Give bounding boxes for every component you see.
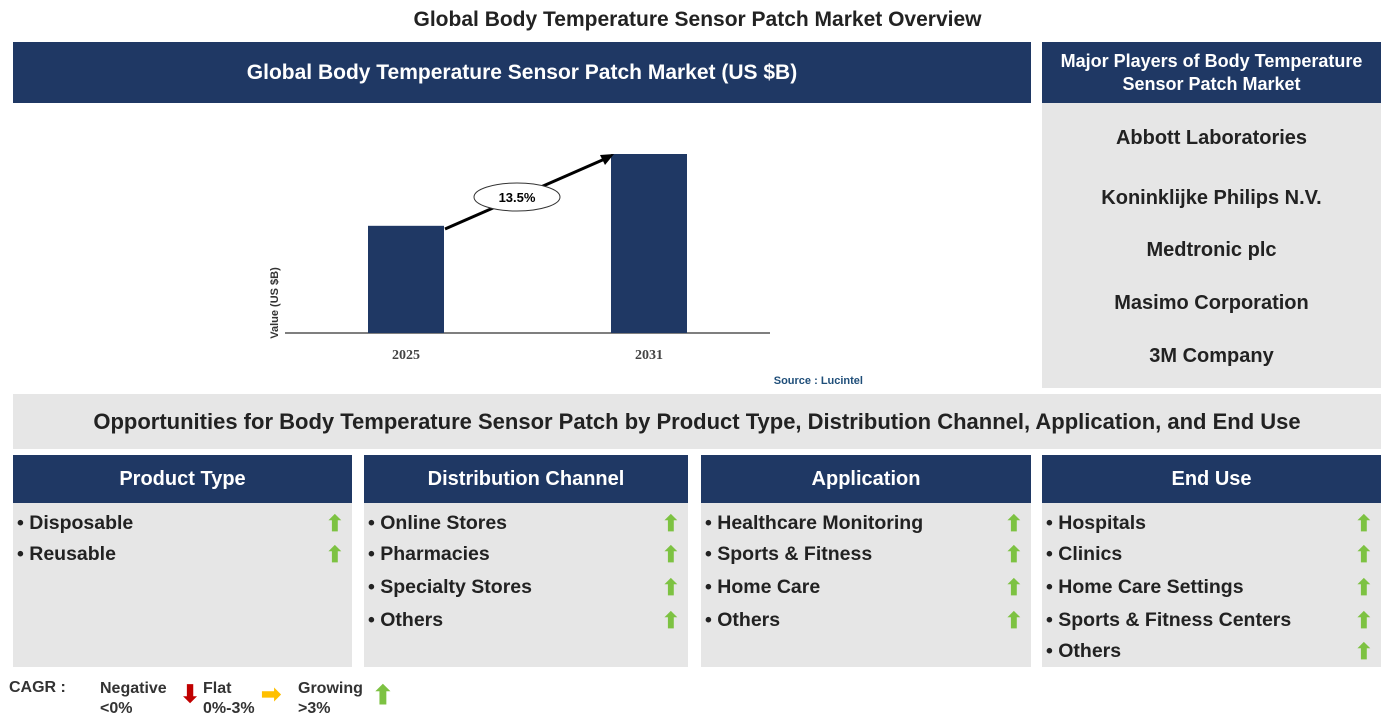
cagr-ellipse bbox=[473, 182, 561, 212]
arrow-up-icon: ⬆ bbox=[1354, 510, 1373, 536]
player-item: Masimo Corporation bbox=[1114, 292, 1309, 314]
players-panel: Abbott Laboratories Koninklijke Philips … bbox=[1042, 103, 1381, 388]
legend-growing: Growing >3% bbox=[298, 679, 363, 719]
opportunity-item-label: • Others bbox=[368, 609, 444, 631]
opportunity-item-label: • Clinics bbox=[1046, 543, 1123, 565]
opportunity-item: • Pharmacies ⬆ bbox=[368, 543, 680, 566]
legend-flat: Flat 0%-3% bbox=[203, 679, 255, 719]
opportunity-item-label: • Specialty Stores bbox=[368, 576, 532, 598]
opportunity-item-label: • Sports & Fitness bbox=[705, 543, 873, 565]
column-header: End Use bbox=[1042, 455, 1381, 503]
opportunities-title: Opportunities for Body Temperature Senso… bbox=[13, 394, 1381, 449]
arrow-up-icon: ⬆ bbox=[1354, 574, 1373, 600]
legend-negative-label: Negative bbox=[100, 680, 167, 697]
arrow-up-icon: ⬆ bbox=[372, 680, 394, 710]
opportunity-item: • Clinics ⬆ bbox=[1046, 543, 1373, 566]
legend-negative-range: <0% bbox=[100, 700, 133, 717]
opportunity-item: • Healthcare Monitoring ⬆ bbox=[705, 512, 1023, 535]
source-label: Source : Lucintel bbox=[774, 375, 863, 387]
legend-flat-label: Flat bbox=[203, 680, 232, 697]
opportunity-item: • Sports & Fitness ⬆ bbox=[705, 543, 1023, 566]
arrow-up-icon: ⬆ bbox=[661, 574, 680, 600]
column-body: • Online Stores ⬆ • Pharmacies ⬆ • Specialty… bbox=[364, 503, 688, 667]
column-header: Distribution Channel bbox=[364, 455, 688, 503]
arrow-up-icon: ⬆ bbox=[1004, 541, 1023, 567]
opportunity-item: • Others ⬆ bbox=[368, 609, 680, 632]
legend-label: CAGR : bbox=[9, 679, 66, 696]
opportunity-item-label: • Others bbox=[1046, 640, 1122, 662]
player-item: Abbott Laboratories bbox=[1115, 127, 1308, 149]
opportunity-item: • Sports & Fitness Centers ⬆ bbox=[1046, 609, 1373, 632]
column-body: • Disposable ⬆ • Reusable ⬆ bbox=[13, 503, 352, 667]
player-item: 3M Company bbox=[1149, 345, 1274, 367]
y-axis-label: Value (US $B) bbox=[269, 267, 281, 339]
arrow-up-icon: ⬆ bbox=[661, 607, 680, 633]
legend-flat-range: 0%-3% bbox=[203, 700, 255, 717]
player-item: Koninklijke Philips N.V. bbox=[1101, 187, 1322, 209]
column-body: • Healthcare Monitoring ⬆ • Sports & Fitne… bbox=[701, 503, 1031, 667]
cagr-arrowhead bbox=[600, 154, 614, 165]
legend-growing-range: >3% bbox=[298, 700, 331, 717]
arrow-up-icon: ⬆ bbox=[1004, 510, 1023, 536]
opportunity-item-label: • Reusable bbox=[17, 543, 116, 565]
bar-2031 bbox=[611, 154, 687, 333]
opportunity-item: • Disposable ⬆ bbox=[17, 512, 344, 535]
x-tick-label: 2031 bbox=[635, 348, 663, 363]
x-tick-label: 2025 bbox=[392, 348, 420, 363]
opportunity-item: • Others ⬆ bbox=[1046, 640, 1373, 663]
arrow-right-icon: ➡ bbox=[261, 681, 282, 708]
column-header: Product Type bbox=[13, 455, 352, 503]
arrow-up-icon: ⬆ bbox=[1004, 574, 1023, 600]
opportunity-item: • Hospitals ⬆ bbox=[1046, 512, 1373, 535]
legend-growing-label: Growing bbox=[298, 680, 363, 697]
opportunity-item: • Home Care Settings ⬆ bbox=[1046, 576, 1373, 599]
opportunity-item: • Others ⬆ bbox=[705, 609, 1023, 632]
opportunity-item-label: • Others bbox=[705, 609, 781, 631]
legend-negative: Negative <0% bbox=[100, 679, 167, 719]
column-header: Application bbox=[701, 455, 1031, 503]
opportunity-item: • Online Stores ⬆ bbox=[368, 512, 680, 535]
page-title: Global Body Temperature Sensor Patch Mar… bbox=[413, 8, 982, 31]
opportunity-item-label: • Pharmacies bbox=[368, 543, 490, 565]
opportunity-item-label: • Healthcare Monitoring bbox=[705, 512, 924, 534]
bar-2025 bbox=[368, 225, 444, 333]
arrow-up-icon: ⬆ bbox=[1354, 607, 1373, 633]
opportunity-item-label: • Disposable bbox=[17, 512, 134, 534]
column-body: • Hospitals ⬆ • Clinics ⬆ • Home Care Settin… bbox=[1042, 503, 1381, 667]
player-item: Medtronic plc bbox=[1146, 239, 1277, 261]
opportunity-item-label: • Home Care bbox=[705, 576, 821, 598]
arrow-up-icon: ⬆ bbox=[661, 510, 680, 536]
opportunity-item: • Specialty Stores ⬆ bbox=[368, 576, 680, 599]
arrow-up-icon: ⬆ bbox=[1354, 541, 1373, 567]
opportunity-item-label: • Sports & Fitness Centers bbox=[1046, 609, 1292, 631]
bar-chart: Value (US $B) 2025 2031 13.5% Source : Lu… bbox=[269, 154, 863, 387]
arrow-up-icon: ⬆ bbox=[325, 541, 344, 567]
players-title: Major Players of Body Temperature Sensor… bbox=[1042, 42, 1381, 103]
opportunity-item-label: • Home Care Settings bbox=[1046, 576, 1244, 598]
opportunity-item: • Home Care ⬆ bbox=[705, 576, 1023, 599]
arrow-up-icon: ⬆ bbox=[1004, 607, 1023, 633]
cagr-label: 13.5% bbox=[499, 190, 536, 205]
chart-title: Global Body Temperature Sensor Patch Mar… bbox=[13, 42, 1031, 103]
arrow-up-icon: ⬆ bbox=[1354, 638, 1373, 664]
opportunity-item-label: • Hospitals bbox=[1046, 512, 1147, 534]
opportunity-item-label: • Online Stores bbox=[368, 512, 508, 534]
arrow-up-icon: ⬆ bbox=[325, 510, 344, 536]
arrow-down-icon: ⬇ bbox=[180, 681, 201, 708]
opportunity-item: • Reusable ⬆ bbox=[17, 543, 344, 566]
arrow-up-icon: ⬆ bbox=[661, 541, 680, 567]
